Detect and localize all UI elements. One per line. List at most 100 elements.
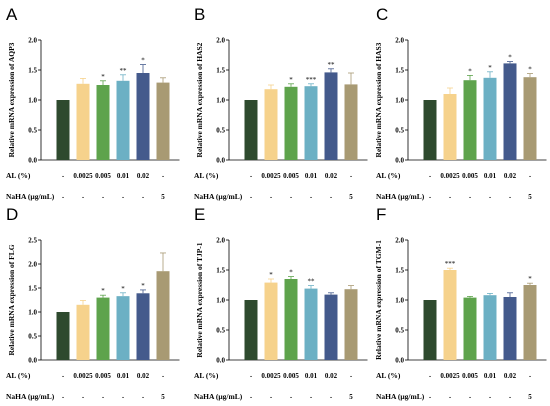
al-value: -: [162, 172, 165, 180]
significance-marker: *: [468, 67, 472, 75]
bar: [76, 83, 90, 160]
significance-marker: **: [308, 278, 316, 286]
al-value: 0.02: [137, 372, 150, 380]
y-tick-label: 0.0: [28, 156, 37, 164]
naha-value: -: [290, 393, 293, 401]
al-value: 0.01: [484, 372, 497, 380]
naha-value: -: [82, 393, 85, 401]
al-value: -: [350, 372, 353, 380]
bar: [76, 304, 90, 360]
naha-value: -: [122, 393, 125, 401]
y-tick-label: 1.5: [395, 66, 404, 74]
bar: [136, 73, 150, 160]
panel-c: C Relative mRNA expression of HAS3 0.0 0.5 1…: [374, 5, 547, 201]
al-value: 0.02: [325, 172, 338, 180]
al-row-label: AL (%): [6, 171, 31, 180]
y-tick-label: 0.0: [395, 156, 404, 164]
y-tick-label: 1.0: [395, 96, 404, 104]
bar: [304, 86, 318, 160]
significance-marker: *: [289, 76, 293, 84]
y-tick-label: 2.0: [395, 236, 404, 244]
bar: [116, 296, 130, 360]
y-tick-label: 1.0: [216, 296, 225, 304]
bar: [523, 77, 537, 160]
al-value: 0.0025: [73, 372, 93, 380]
naha-value: -: [290, 193, 293, 201]
al-row-label: AL (%): [194, 171, 219, 180]
naha-row-label: NaHA (μg/mL): [194, 392, 243, 401]
al-value: -: [529, 372, 532, 380]
panel-letter: A: [6, 5, 18, 24]
y-tick-label: 0.5: [395, 126, 404, 134]
al-value: -: [429, 372, 432, 380]
naha-value: 5: [528, 193, 532, 201]
y-tick-label: 0.5: [28, 332, 37, 340]
naha-value: -: [122, 193, 125, 201]
y-tick-label: 1.5: [216, 266, 225, 274]
al-value: 0.01: [117, 172, 130, 180]
al-value: 0.005: [283, 172, 299, 180]
naha-value: -: [310, 393, 313, 401]
bar: [56, 312, 70, 360]
significance-marker: **: [120, 67, 128, 75]
al-value: 0.01: [305, 372, 318, 380]
al-value: 0.02: [504, 372, 517, 380]
panel-letter: E: [194, 205, 205, 224]
significance-marker: *: [289, 269, 293, 277]
bar: [156, 271, 170, 360]
naha-value: -: [489, 393, 492, 401]
al-value: 0.0025: [261, 172, 281, 180]
significance-marker: *: [101, 287, 105, 295]
naha-value: 5: [161, 193, 165, 201]
bar: [244, 300, 258, 360]
naha-value: -: [62, 193, 65, 201]
al-value: 0.01: [117, 372, 130, 380]
panel-a: A Relative mRNA expression of AQP3 0.0 0.5 1…: [6, 5, 180, 201]
al-value: 0.0025: [73, 172, 93, 180]
bar: [284, 279, 298, 360]
naha-value: -: [429, 393, 432, 401]
y-tick-label: 2.0: [216, 36, 225, 44]
y-tick-label: 0.0: [395, 356, 404, 364]
bar: [96, 297, 110, 360]
naha-value: -: [270, 393, 273, 401]
significance-marker: ***: [306, 76, 317, 84]
naha-value: 5: [161, 393, 165, 401]
significance-marker: *: [101, 73, 105, 81]
bar: [503, 63, 517, 160]
al-value: -: [529, 172, 532, 180]
y-axis-label: Relative mRNA expression of TJP-1: [195, 242, 204, 357]
significance-marker: *: [141, 282, 145, 290]
naha-value: -: [102, 393, 105, 401]
naha-value: -: [449, 393, 452, 401]
y-tick-label: 0.5: [28, 126, 37, 134]
significance-marker: **: [328, 61, 336, 69]
panel-d: D Relative mRNA expression of FLG 0.0 0.5 1.…: [6, 205, 180, 401]
y-tick-label: 1.0: [28, 96, 37, 104]
y-tick-label: 1.5: [216, 66, 225, 74]
naha-value: -: [250, 193, 253, 201]
al-value: -: [350, 172, 353, 180]
significance-marker: *: [528, 275, 532, 283]
al-value: 0.02: [137, 172, 150, 180]
panel-letter: D: [6, 205, 18, 224]
naha-value: 5: [349, 193, 353, 201]
naha-value: 5: [349, 393, 353, 401]
significance-marker: *: [508, 54, 512, 62]
significance-marker: *: [121, 285, 125, 293]
al-value: -: [62, 172, 65, 180]
y-axis-label: Relative mRNA expression of HAS3: [374, 42, 383, 157]
bar: [483, 77, 497, 160]
naha-value: -: [429, 193, 432, 201]
bar: [443, 94, 457, 160]
panel-f: F Relative mRNA expression of TGM-1 0.0 0.5…: [374, 205, 547, 401]
bar: [523, 285, 537, 360]
al-value: 0.0025: [440, 372, 460, 380]
bar: [304, 288, 318, 360]
bar: [503, 297, 517, 360]
al-value: 0.0025: [440, 172, 460, 180]
al-value: -: [250, 372, 253, 380]
naha-value: -: [142, 193, 145, 201]
panel-letter: C: [376, 5, 388, 24]
al-value: 0.005: [462, 172, 478, 180]
